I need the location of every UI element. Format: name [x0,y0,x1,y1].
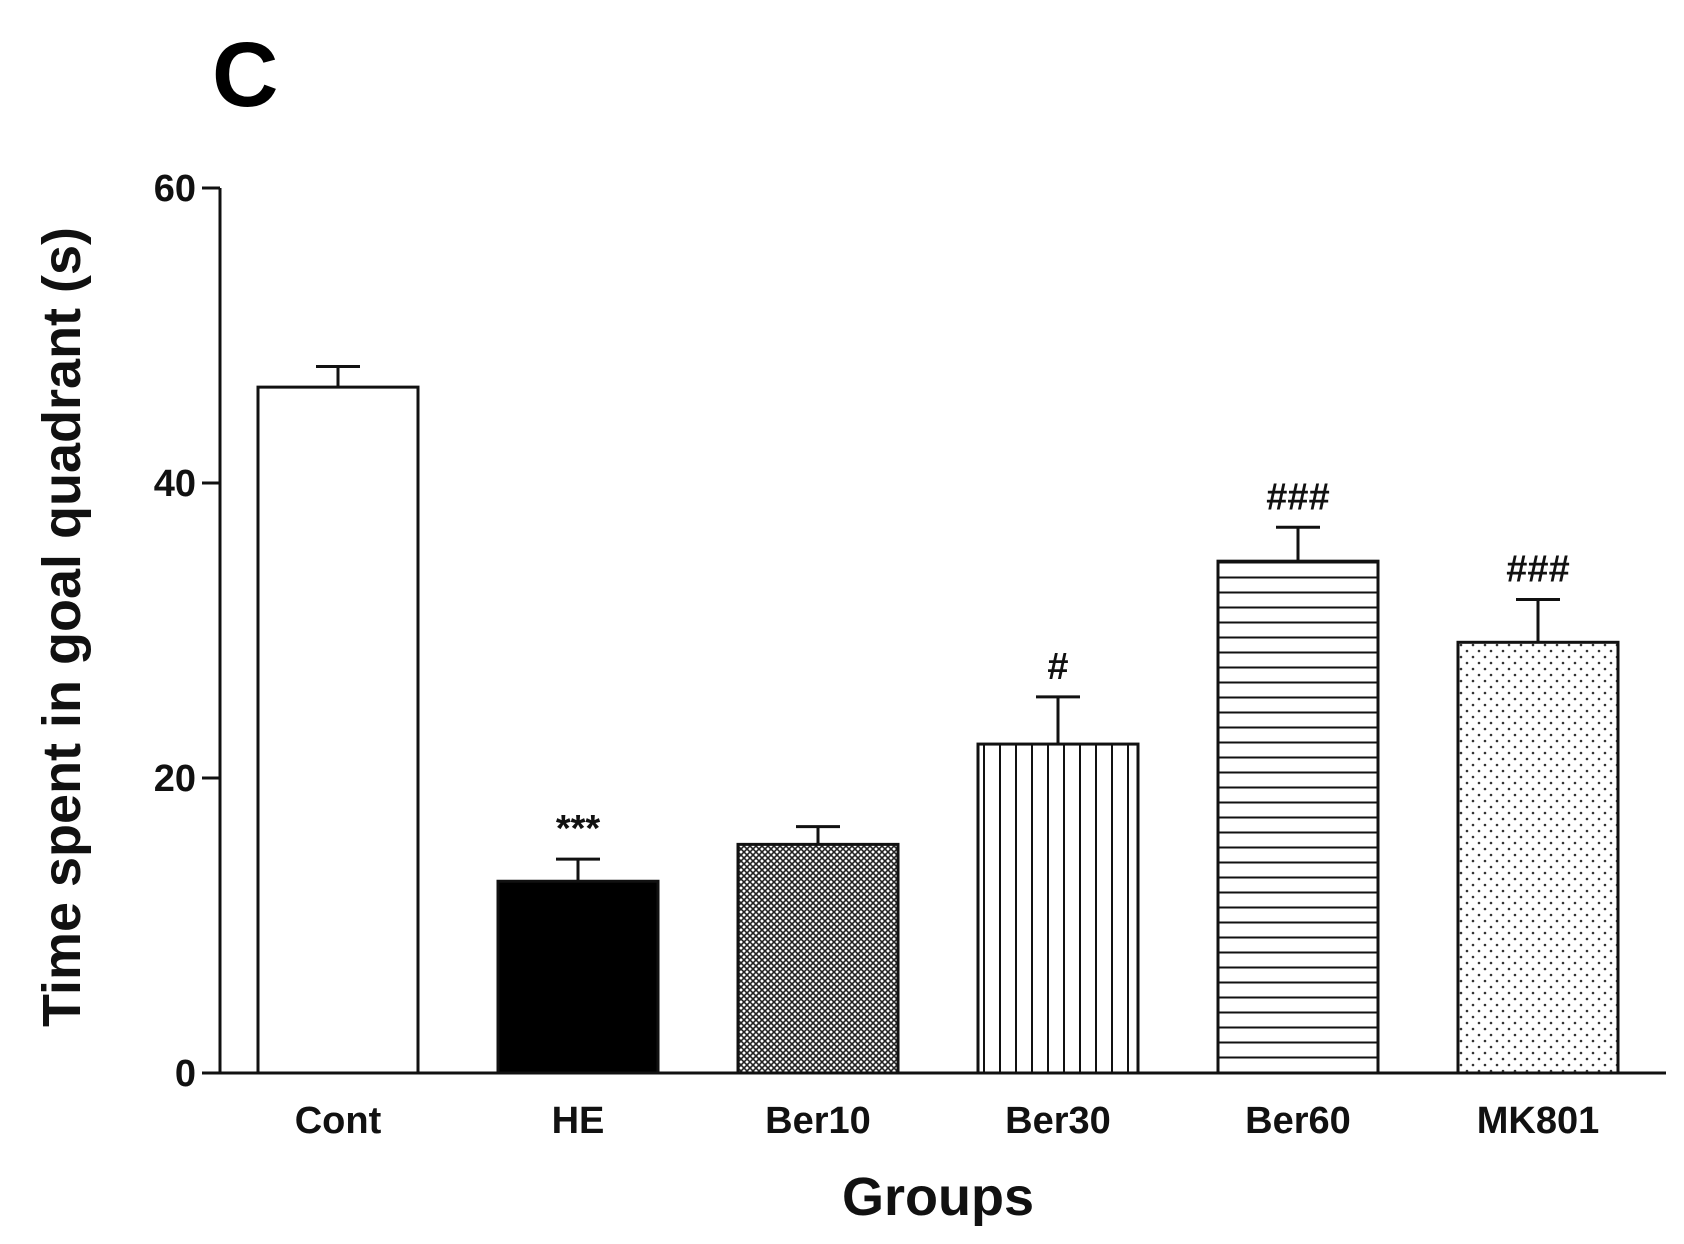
bar-cont [256,385,420,1075]
x-axis-title: Groups [842,1167,1034,1227]
significance-label: # [1047,646,1068,688]
bar-mk801 [1456,640,1620,1075]
x-tick-label: MK801 [1477,1100,1600,1142]
x-tick-label: HE [552,1100,605,1142]
x-tick-label: Ber30 [1005,1100,1111,1142]
x-tick-label: Ber60 [1245,1100,1351,1142]
plot-area: 0 20 40 60 Cont HE *** Ber10 Ber30 # Ber60 ### MK801… [154,168,1666,1142]
y-tick-label: 40 [154,463,196,505]
significance-label: *** [556,808,601,850]
y-tick-label: 60 [154,168,196,210]
significance-label: ### [1266,476,1329,518]
y-tick-label: 20 [154,758,196,800]
bar-he [496,879,660,1075]
panel-label: C [212,24,278,126]
significance-label: ### [1506,549,1569,591]
x-tick-label: Cont [295,1100,382,1142]
y-axis-title: Time spent in goal quadrant (s) [32,227,92,1027]
x-tick-label: Ber10 [765,1100,871,1142]
bar-ber60 [1216,559,1380,1075]
bar-ber30 [976,742,1140,1075]
bar-ber10 [736,842,900,1075]
y-tick-label: 0 [175,1053,196,1095]
